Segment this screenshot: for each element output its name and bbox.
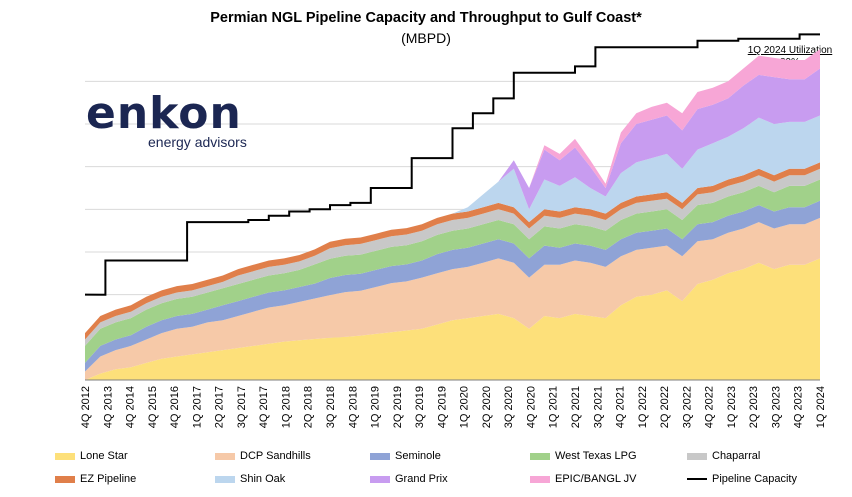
legend-item: EPIC/BANGL JV (530, 472, 637, 486)
x-tick-label: 1Q 2021 (548, 386, 560, 428)
x-tick-label: 4Q 2015 (147, 386, 159, 428)
x-tick-label: 2Q 2023 (748, 386, 760, 428)
x-tick-label: 2Q 2019 (392, 386, 404, 428)
legend-label: EZ Pipeline (80, 473, 137, 485)
capacity-line-layer (84, 33, 820, 296)
x-tick-label: 3Q 2019 (414, 386, 426, 428)
legend-item: Pipeline Capacity (687, 472, 797, 486)
logo-tagline: energy advisors (148, 134, 247, 150)
x-tick-label: 1Q 2019 (370, 386, 382, 428)
area-seminole (85, 200, 820, 372)
legend-item: Lone Star (55, 449, 128, 463)
legend-label: Pipeline Capacity (712, 473, 797, 485)
x-tick-label: 3Q 2017 (236, 386, 248, 428)
legend-item: Chaparral (687, 449, 760, 463)
legend-label: Grand Prix (395, 473, 448, 485)
utilization-label: 1Q 2024 Utilization (747, 45, 833, 56)
area-grand-prix (85, 68, 820, 334)
x-tick-label: 1Q 2017 (191, 386, 203, 428)
x-tick-label: 1Q 2018 (281, 386, 293, 428)
x-tick-label: 4Q 2023 (793, 386, 805, 428)
x-tick-label: 2Q 2021 (570, 386, 582, 428)
x-tick-label: 1Q 2022 (637, 386, 649, 428)
logo-word: enkon (86, 88, 242, 139)
x-tick-label: 4Q 2016 (169, 386, 181, 428)
legend-label: Lone Star (80, 450, 128, 462)
x-tick-label: 1Q 2024 (815, 386, 827, 428)
legend-swatch (370, 475, 390, 483)
x-tick-label: 4Q 2020 (526, 386, 538, 428)
x-tick-label: 4Q 2013 (102, 386, 114, 428)
legend-label: West Texas LPG (555, 450, 637, 462)
chart-title: Permian NGL Pipeline Capacity and Throug… (210, 10, 642, 26)
x-tick-label: 2Q 2018 (303, 386, 315, 428)
x-axis: 4Q 2012 4Q 2013 4Q 2014 4Q 2015 4Q 2016 1Q 20… (80, 379, 827, 428)
x-tick-label: 2Q 2017 (214, 386, 226, 428)
chart-subtitle: (MBPD) (401, 30, 451, 46)
x-tick-label: 3Q 2020 (503, 386, 515, 428)
legend-item: Grand Prix (370, 472, 448, 486)
legend-swatch (530, 475, 550, 483)
legend-swatch (687, 452, 707, 460)
area-dcp-sandhills (85, 217, 820, 380)
legend-swatch (215, 452, 235, 460)
x-tick-label: 4Q 2019 (436, 386, 448, 428)
area-ez-pipeline (85, 162, 820, 340)
area-west-texas-lpg (85, 179, 820, 363)
x-tick-label: 1Q 2023 (726, 386, 738, 428)
company-logo: enkon energy advisors (86, 88, 247, 151)
area-lone-star (85, 258, 820, 380)
stacked-areas (85, 49, 820, 380)
x-tick-label: 4Q 2014 (125, 386, 137, 428)
area-epic-bangl-jv (85, 49, 820, 334)
legend-label: EPIC/BANGL JV (555, 473, 637, 485)
x-tick-label: 4Q 2022 (704, 386, 716, 428)
legend-label: Seminole (395, 450, 441, 462)
legend-item: DCP Sandhills (215, 449, 311, 463)
legend-label: Chaparral (712, 450, 761, 462)
area-shin-oak (85, 115, 820, 334)
x-tick-label: 3Q 2018 (325, 386, 337, 428)
legend-item: Seminole (370, 449, 441, 463)
x-tick-label: 3Q 2021 (592, 386, 604, 428)
area-chaparral (85, 168, 820, 346)
legend-swatch (55, 452, 75, 460)
x-tick-label: 3Q 2022 (681, 386, 693, 428)
legend-swatch (55, 475, 75, 483)
legend-label: Shin Oak (240, 473, 286, 485)
legend-item: Shin Oak (215, 472, 285, 486)
x-tick-label: 4Q 2017 (258, 386, 270, 428)
x-tick-label: 2Q 2022 (659, 386, 671, 428)
x-tick-label: 2Q 2020 (481, 386, 493, 428)
x-tick-label: 4Q 2021 (615, 386, 627, 428)
x-tick-label: 4Q 2018 (347, 386, 359, 428)
x-tick-label: 1Q 2020 (459, 386, 471, 428)
legend-item: EZ Pipeline (55, 472, 136, 486)
legend-swatch (370, 452, 390, 460)
x-tick-label: 4Q 2012 (80, 386, 92, 428)
legend-swatch (215, 475, 235, 483)
legend-item: West Texas LPG (530, 449, 637, 463)
pipeline-capacity-line (84, 33, 820, 296)
x-tick-label: 3Q 2023 (771, 386, 783, 428)
legend-swatch (687, 478, 707, 481)
legend-swatch (530, 452, 550, 460)
legend-label: DCP Sandhills (240, 450, 311, 462)
